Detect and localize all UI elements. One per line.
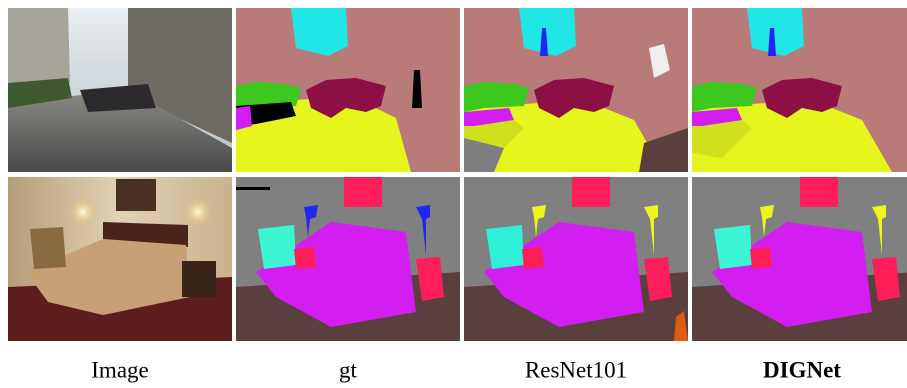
captions: Image gt ResNet101 DIGNet [91,357,841,382]
nightstand [750,247,772,269]
painting [344,177,382,207]
picture [116,179,156,211]
panels [8,8,907,341]
armchair [258,225,296,269]
nightstand [294,247,316,269]
sky [291,8,348,56]
photo [8,8,232,172]
painting [800,177,838,207]
nightstand [522,247,544,269]
armchair [486,225,524,269]
segmentation-map [692,177,907,341]
armchair [714,225,752,269]
column-caption: ResNet101 [525,357,627,382]
sky [747,8,804,56]
lamp [184,198,212,226]
column-caption: gt [339,357,358,382]
figure: Image gt ResNet101 DIGNet [0,0,907,388]
photo [8,177,232,341]
segmentation-map [464,8,688,172]
segmentation-map [464,177,688,341]
lamp [69,198,97,226]
segmentation-map [692,8,907,172]
segmentation-map [236,177,460,341]
column-caption: DIGNet [763,357,841,382]
rack [236,187,270,190]
painting [572,177,610,207]
segmentation-map [236,8,460,172]
column-caption: Image [91,357,148,382]
sky [519,8,576,56]
armchair [30,227,66,269]
nightstand [182,261,216,297]
page: {"columns": [{"label": "Image"}, {"label… [0,0,907,388]
car [236,106,252,130]
